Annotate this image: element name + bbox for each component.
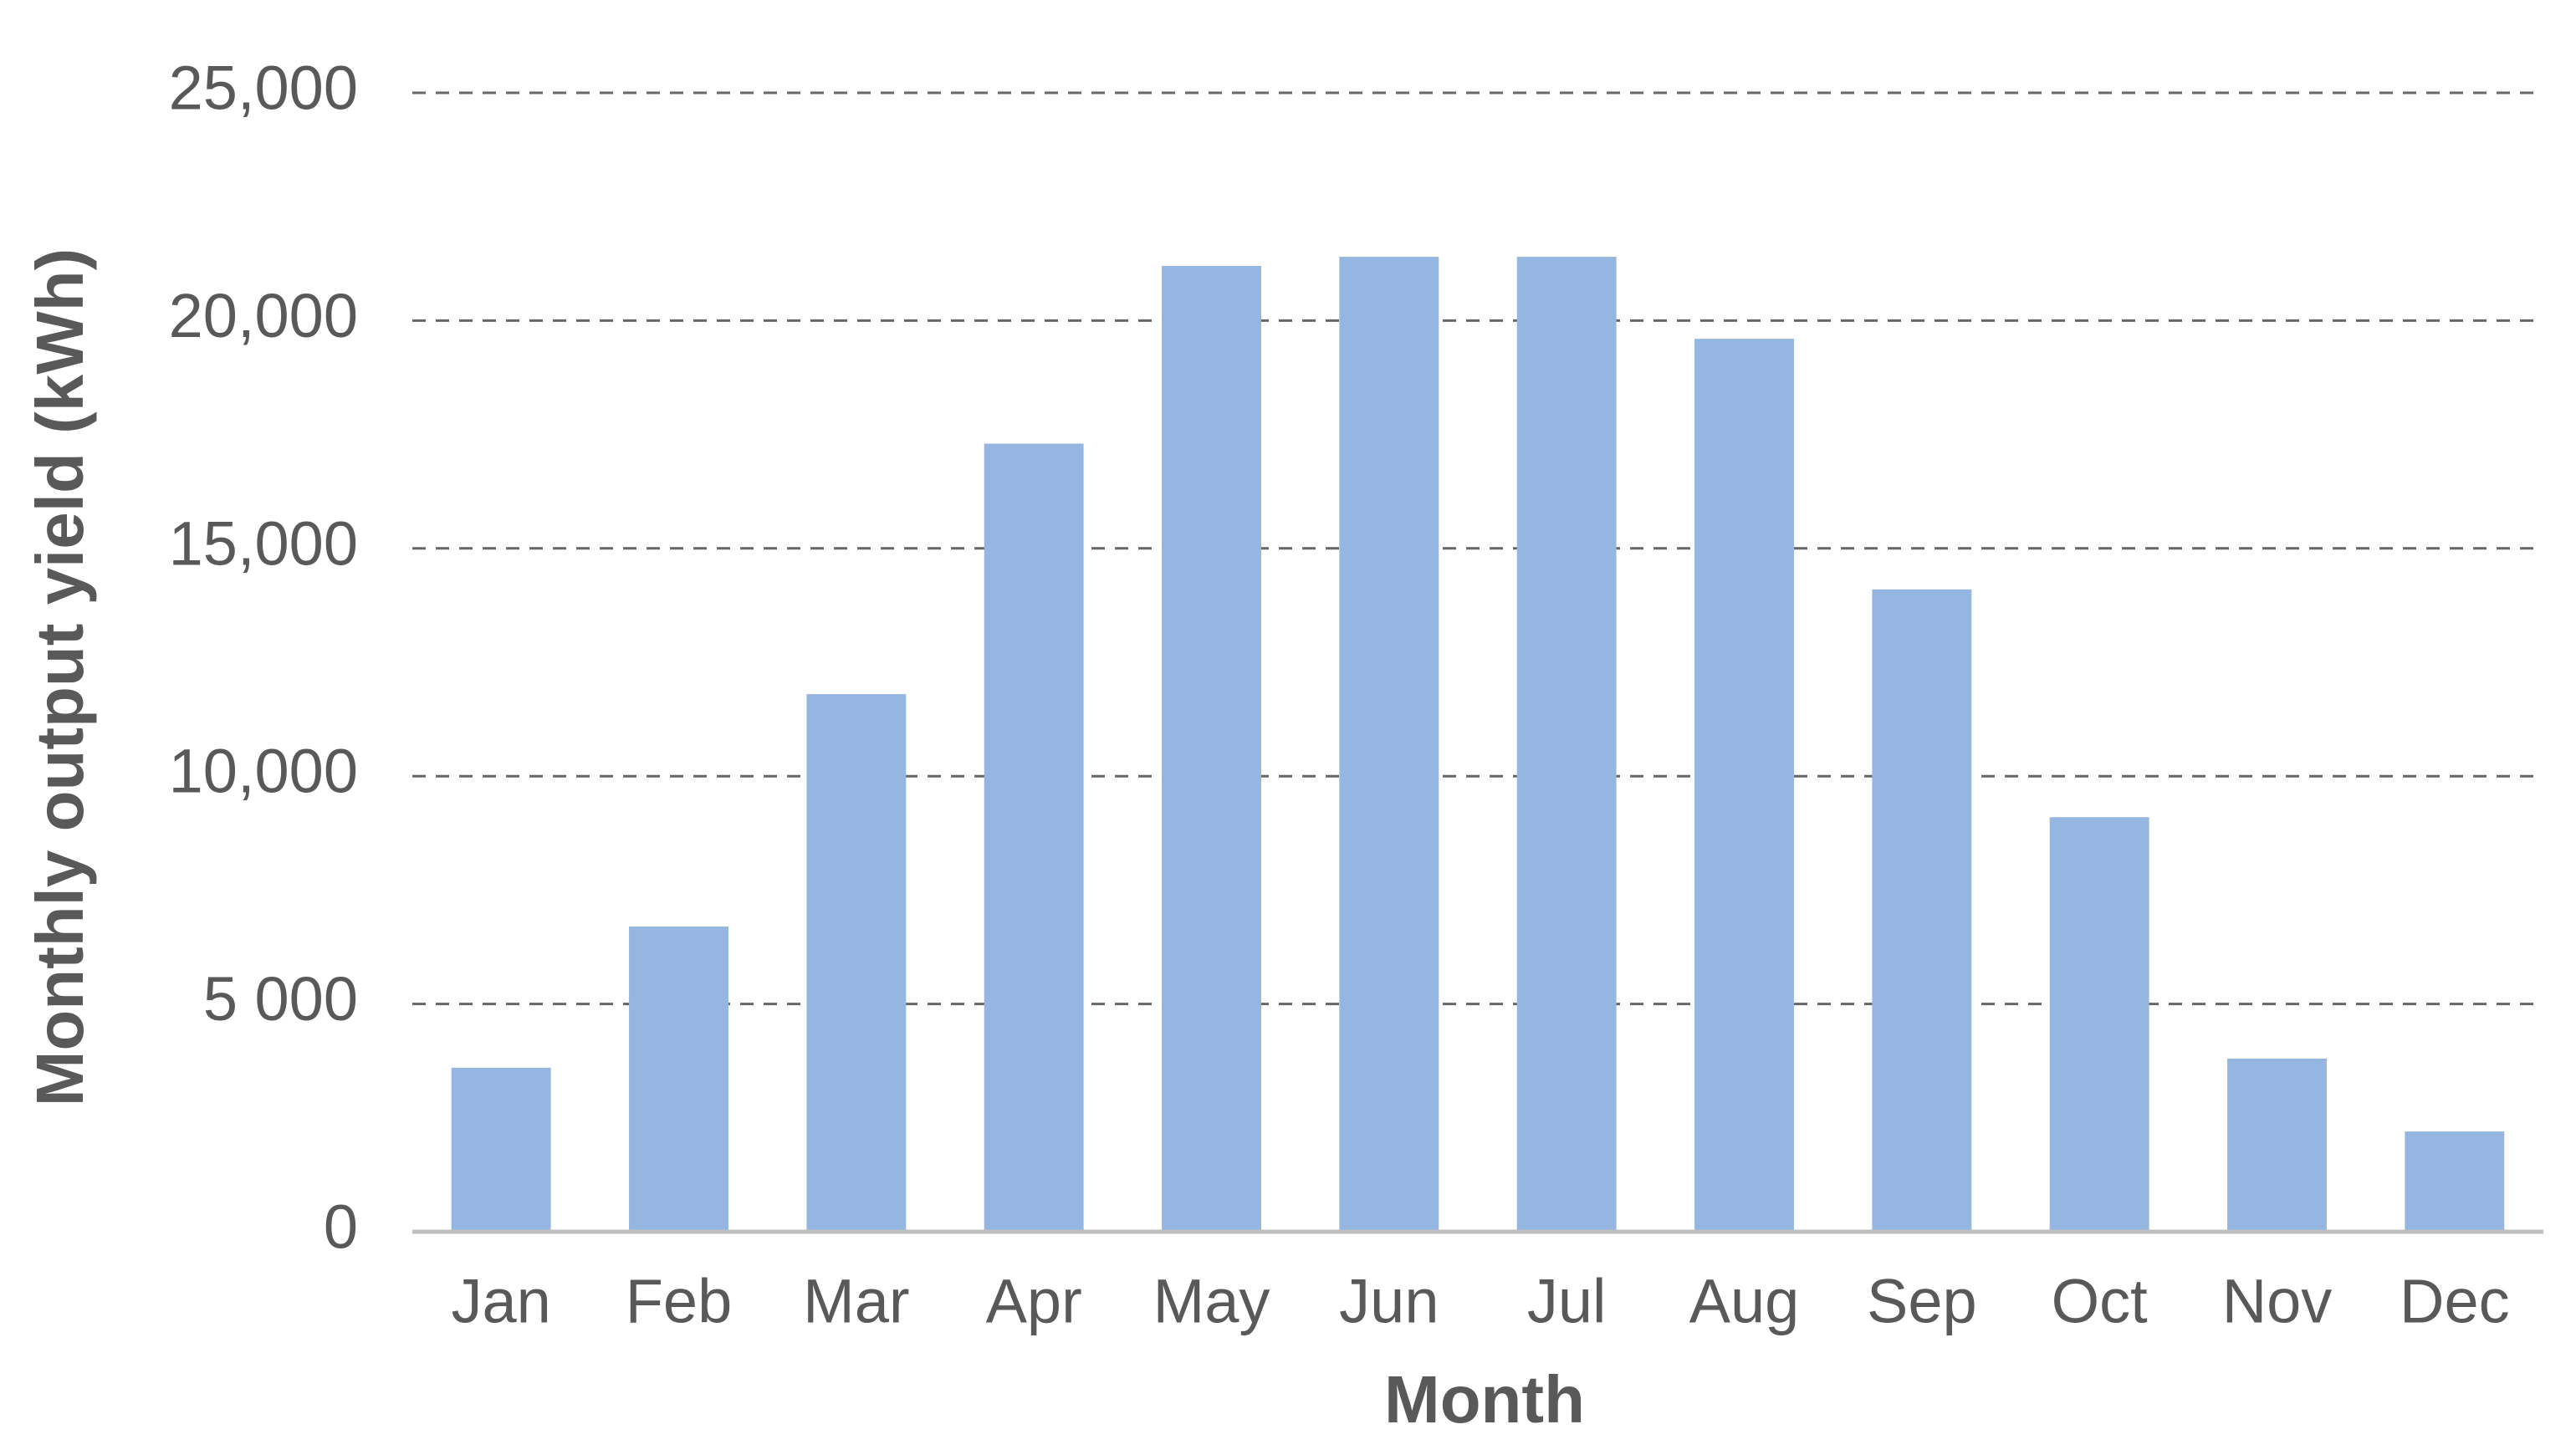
bar bbox=[1872, 589, 1972, 1232]
bar bbox=[1694, 339, 1794, 1232]
x-tick-label: May bbox=[1153, 1267, 1270, 1336]
x-axis-title: Month bbox=[1384, 1362, 1585, 1437]
x-tick-label: Feb bbox=[626, 1267, 733, 1336]
y-tick-label: 25,000 bbox=[169, 54, 358, 123]
x-tick-label: Sep bbox=[1867, 1267, 1977, 1336]
y-tick-label: 10,000 bbox=[169, 737, 358, 806]
bar bbox=[806, 694, 907, 1232]
x-tick-label: Jul bbox=[1527, 1267, 1607, 1336]
bar bbox=[2049, 817, 2149, 1232]
bar bbox=[1339, 257, 1439, 1233]
bar bbox=[1162, 266, 1261, 1233]
bar bbox=[1516, 257, 1617, 1233]
bar bbox=[2227, 1058, 2327, 1232]
bar bbox=[984, 443, 1084, 1232]
x-tick-label: Aug bbox=[1689, 1267, 1800, 1336]
x-tick-label: Jan bbox=[452, 1267, 551, 1336]
x-tick-label: Jun bbox=[1339, 1267, 1439, 1336]
y-tick-label: 15,000 bbox=[169, 508, 358, 578]
x-tick-label: Oct bbox=[2052, 1267, 2149, 1336]
bar bbox=[2405, 1131, 2505, 1232]
bar bbox=[451, 1067, 551, 1232]
x-tick-label: Dec bbox=[2400, 1267, 2510, 1336]
x-tick-label: Mar bbox=[803, 1267, 909, 1336]
y-tick-label: 5 000 bbox=[203, 964, 358, 1034]
y-tick-label: 20,000 bbox=[169, 281, 358, 350]
y-tick-label: 0 bbox=[324, 1192, 358, 1262]
y-axis-title: Monthly output yield (kWh) bbox=[23, 248, 97, 1106]
bar bbox=[629, 926, 728, 1232]
x-tick-label: Apr bbox=[986, 1267, 1082, 1336]
x-tick-label: Nov bbox=[2222, 1267, 2333, 1336]
